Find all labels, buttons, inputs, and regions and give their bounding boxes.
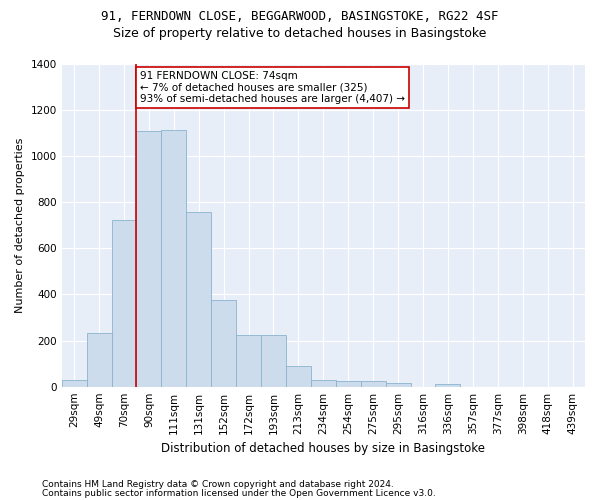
Text: 91 FERNDOWN CLOSE: 74sqm
← 7% of detached houses are smaller (325)
93% of semi-d: 91 FERNDOWN CLOSE: 74sqm ← 7% of detache… [140, 71, 405, 104]
Bar [112, 220, 136, 386]
Text: 91, FERNDOWN CLOSE, BEGGARWOOD, BASINGSTOKE, RG22 4SF: 91, FERNDOWN CLOSE, BEGGARWOOD, BASINGST… [101, 10, 499, 23]
Bar [311, 380, 336, 386]
Y-axis label: Number of detached properties: Number of detached properties [15, 138, 25, 313]
Bar [62, 380, 86, 386]
Text: Size of property relative to detached houses in Basingstoke: Size of property relative to detached ho… [113, 28, 487, 40]
Bar [236, 335, 261, 386]
Bar [386, 382, 410, 386]
X-axis label: Distribution of detached houses by size in Basingstoke: Distribution of detached houses by size … [161, 442, 485, 455]
Text: Contains public sector information licensed under the Open Government Licence v3: Contains public sector information licen… [42, 488, 436, 498]
Bar [336, 381, 361, 386]
Bar [86, 332, 112, 386]
Text: Contains HM Land Registry data © Crown copyright and database right 2024.: Contains HM Land Registry data © Crown c… [42, 480, 394, 489]
Bar [136, 131, 161, 386]
Bar [436, 384, 460, 386]
Bar [186, 212, 211, 386]
Bar [286, 366, 311, 386]
Bar [361, 381, 386, 386]
Bar [211, 300, 236, 386]
Bar [261, 335, 286, 386]
Bar [161, 130, 186, 386]
